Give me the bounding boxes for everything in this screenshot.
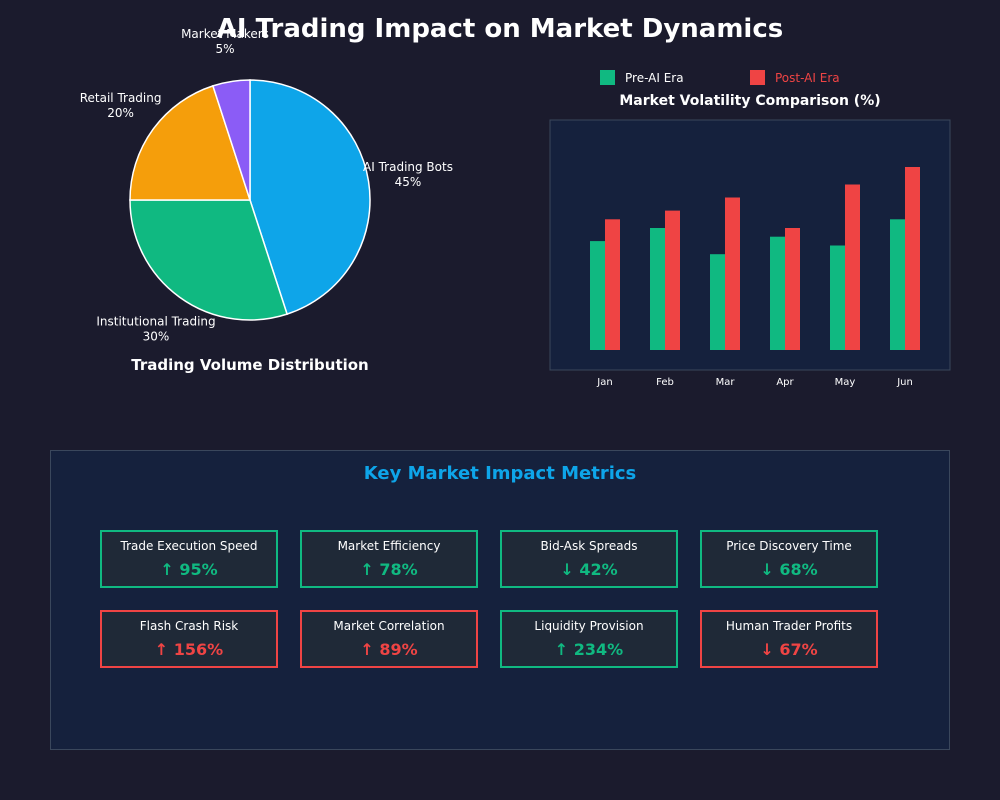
metric-card-liquidity-provision: Liquidity Provision ↑ 234% xyxy=(500,610,678,668)
bar-chart-title: Market Volatility Comparison (%) xyxy=(619,93,880,109)
pie-chart-title: Trading Volume Distribution xyxy=(131,356,369,374)
pie-slice-ai-trading-bots xyxy=(249,79,371,316)
bar-post-ai-mar xyxy=(725,197,740,350)
bar-post-ai-apr xyxy=(785,228,800,350)
x-tick-jun: Jun xyxy=(896,377,913,388)
bar-pre-ai-mar xyxy=(710,254,725,350)
x-tick-apr: Apr xyxy=(776,377,794,388)
x-tick-mar: Mar xyxy=(716,377,736,388)
metric-value: ↑ 89% xyxy=(360,640,418,659)
metric-value: ↓ 67% xyxy=(760,640,818,659)
metric-value: ↑ 156% xyxy=(154,640,224,659)
pie-label-retail-trading: Retail Trading xyxy=(80,91,162,105)
metric-card-human-trader-profits: Human Trader Profits ↓ 67% xyxy=(700,610,878,668)
metric-label: Human Trader Profits xyxy=(725,619,853,633)
page-title: AI Trading Impact on Market Dynamics xyxy=(216,14,784,44)
legend-swatch-pre-ai xyxy=(600,70,615,85)
metric-label: Bid-Ask Spreads xyxy=(540,539,638,553)
bar-pre-ai-jan xyxy=(590,241,605,350)
bar-post-ai-feb xyxy=(665,210,680,350)
legend-label-pre-ai: Pre-AI Era xyxy=(625,71,684,85)
metric-card-bid-ask-spreads: Bid-Ask Spreads ↓ 42% xyxy=(500,530,678,588)
pie-label-institutional-trading: Institutional Trading xyxy=(96,314,215,328)
metric-card-market-correlation: Market Correlation ↑ 89% xyxy=(300,610,478,668)
x-tick-may: May xyxy=(835,377,856,388)
bar-pre-ai-jun xyxy=(890,219,905,350)
x-tick-feb: Feb xyxy=(656,377,674,388)
pie-slice-institutional-trading xyxy=(129,199,289,321)
metric-label: Liquidity Provision xyxy=(534,619,644,633)
metric-value: ↑ 234% xyxy=(554,640,624,659)
metric-card-market-efficiency: Market Efficiency ↑ 78% xyxy=(300,530,478,588)
bar-chart: Market Volatility Comparison (%) Pre-AI E… xyxy=(549,70,951,388)
bar-pre-ai-apr xyxy=(770,236,785,350)
pie-value-institutional-trading: 30% xyxy=(143,329,170,343)
bar-pre-ai-may xyxy=(830,245,845,350)
metric-label: Trade Execution Speed xyxy=(120,539,258,553)
legend-swatch-post-ai xyxy=(750,70,765,85)
pie-slice-market-makers xyxy=(211,79,251,201)
pie-label-ai-trading-bots: AI Trading Bots xyxy=(363,160,453,174)
metric-value: ↓ 68% xyxy=(760,560,818,579)
pie-value-retail-trading: 20% xyxy=(107,106,134,120)
pie-value-market-makers: 5% xyxy=(215,42,234,56)
metric-label: Market Efficiency xyxy=(337,539,441,553)
pie-label-market-makers: Market Makers xyxy=(181,27,269,41)
metric-label: Market Correlation xyxy=(333,619,445,633)
metrics-title: Key Market Impact Metrics xyxy=(363,463,637,484)
metric-card-flash-crash-risk: Flash Crash Risk ↑ 156% xyxy=(100,610,278,668)
metric-label: Price Discovery Time xyxy=(726,539,852,553)
metric-value: ↓ 42% xyxy=(560,560,618,579)
metrics-panel: Key Market Impact Metrics Trade Executio… xyxy=(50,450,950,750)
metric-label: Flash Crash Risk xyxy=(139,619,239,633)
bar-post-ai-jun xyxy=(905,167,920,350)
bar-pre-ai-feb xyxy=(650,228,665,350)
metric-value: ↑ 78% xyxy=(360,560,418,579)
metric-card-trade-execution-speed: Trade Execution Speed ↑ 95% xyxy=(100,530,278,588)
bar-post-ai-jan xyxy=(605,219,620,350)
metric-value: ↑ 95% xyxy=(160,560,218,579)
metric-card-price-discovery-time: Price Discovery Time ↓ 68% xyxy=(700,530,878,588)
bar-post-ai-may xyxy=(845,184,860,350)
legend-label-post-ai: Post-AI Era xyxy=(775,71,840,85)
pie-value-ai-trading-bots: 45% xyxy=(395,175,422,189)
pie-slice-retail-trading xyxy=(129,84,252,201)
x-tick-jan: Jan xyxy=(596,377,612,388)
